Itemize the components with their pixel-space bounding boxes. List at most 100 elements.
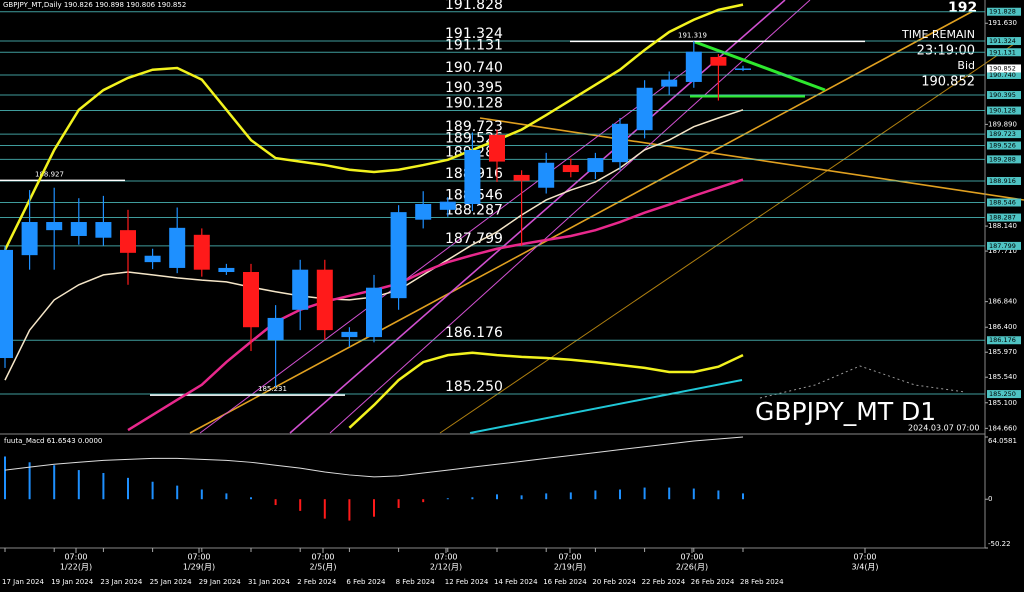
- candle-body: [366, 287, 382, 338]
- y-tick-label: 191.630: [988, 19, 1017, 27]
- x-tick-label: 28 Feb 2024: [740, 578, 784, 586]
- level-box-label: 189.723: [989, 130, 1016, 138]
- level-box-label: 191.828: [989, 8, 1016, 16]
- x-tick-label: 8 Feb 2024: [396, 578, 436, 586]
- y-tick-label: 185.540: [988, 373, 1017, 381]
- level-box: [987, 91, 1021, 100]
- macd-bar: [53, 465, 56, 500]
- channel-line: [329, 0, 811, 434]
- week-date: 2/5(月): [309, 563, 336, 572]
- candle-body: [70, 222, 87, 236]
- macd-bar: [348, 499, 351, 521]
- week-time: 07:00: [680, 553, 703, 562]
- candle-body: [120, 230, 136, 253]
- week-date: 2/19(月): [554, 563, 586, 572]
- level-box: [987, 241, 1021, 250]
- level-box: [987, 106, 1021, 115]
- macd-bar: [471, 497, 474, 500]
- marked-price-label: 191.319: [678, 31, 707, 39]
- trend-line: [439, 39, 1021, 434]
- level-label: 188.287: [445, 203, 503, 219]
- macd-title: fuuta_Macd 61.6543 0.0000: [4, 437, 102, 445]
- bid: 190.852: [921, 75, 975, 90]
- y-tick-label: 188.140: [988, 222, 1017, 230]
- candle-body: [169, 227, 186, 268]
- candle-body: [489, 134, 505, 162]
- x-tick-label: 23 Jan 2024: [100, 578, 143, 586]
- level-box-label: 190.395: [989, 91, 1016, 99]
- x-tick-label: 26 Feb 2024: [691, 578, 735, 586]
- level-box: [987, 176, 1021, 185]
- level-box: [987, 7, 1021, 16]
- time-remain: 23:19:00: [917, 44, 975, 59]
- week-time: 07:00: [187, 553, 210, 562]
- level-box: [987, 48, 1021, 57]
- macd-bar: [323, 499, 326, 519]
- level-box-label: 190.740: [989, 71, 1016, 79]
- level-label: 191.828: [445, 0, 503, 13]
- level-box: [987, 37, 1021, 46]
- indicator-line: [348, 351, 744, 429]
- x-tick-label: 16 Feb 2024: [543, 578, 587, 586]
- level-label: 191.324: [445, 26, 503, 42]
- candle-body: [193, 234, 210, 270]
- macd-bar: [225, 493, 228, 500]
- candle-body: [415, 204, 432, 220]
- candle-body: [562, 165, 579, 173]
- x-tick-label: 19 Jan 2024: [51, 578, 94, 586]
- trend-line: [189, 9, 976, 434]
- macd-tick-label: 64.0581: [988, 437, 1017, 445]
- y-tick-label: 189.890: [988, 120, 1017, 128]
- macd-bar: [176, 485, 179, 500]
- bid-label: Bid: [957, 59, 975, 72]
- macd-bar: [619, 489, 621, 500]
- macd-bar: [422, 499, 425, 503]
- level-box-label: 189.288: [989, 155, 1016, 163]
- macd-signal: [4, 436, 744, 478]
- macd-bar: [643, 487, 646, 500]
- corner-price: 192: [948, 0, 977, 16]
- week-time: 07:00: [434, 553, 457, 562]
- week-time: 07:00: [558, 553, 581, 562]
- macd-bar: [668, 487, 671, 500]
- macd-bar: [28, 462, 31, 500]
- marked-price-label: 188.927: [35, 170, 64, 178]
- cyan-line: [469, 379, 743, 434]
- candle-body: [341, 331, 358, 338]
- week-date: 2/26(月): [676, 563, 708, 572]
- x-tick-label: 12 Feb 2024: [445, 578, 489, 586]
- macd-bar: [299, 499, 302, 511]
- macd-bar: [151, 481, 154, 500]
- time-remain-label: TIME REMAIN: [901, 28, 975, 41]
- macd-bar: [545, 493, 548, 500]
- macd-bar: [446, 498, 449, 500]
- x-tick-label: 31 Jan 2024: [248, 578, 291, 586]
- level-box-label: 190.128: [989, 107, 1016, 115]
- level-box-label: 191.324: [989, 37, 1016, 45]
- candle-body: [538, 162, 555, 188]
- candle-body: [46, 222, 63, 231]
- level-box: [987, 390, 1021, 399]
- level-box-label: 185.250: [989, 390, 1016, 398]
- x-tick-label: 29 Jan 2024: [199, 578, 242, 586]
- level-box: [987, 130, 1021, 139]
- candle-body: [661, 79, 678, 87]
- level-box: [987, 198, 1021, 207]
- level-box-label: 188.287: [989, 214, 1016, 222]
- candle-body: [612, 123, 628, 163]
- level-box: [987, 213, 1021, 222]
- chart-title: GBPJPY_MT,Daily 190.826 190.898 190.806 …: [3, 1, 186, 9]
- week-date: 3/4(月): [851, 563, 878, 572]
- x-tick-label: 20 Feb 2024: [592, 578, 636, 586]
- macd-tick-label: -50.22: [988, 540, 1011, 548]
- channel-line: [289, 0, 786, 434]
- macd-bar: [4, 456, 6, 500]
- level-label: 187.799: [445, 231, 503, 247]
- level-label: 191.131: [445, 37, 503, 53]
- macd-bar: [127, 477, 129, 500]
- candle-body: [464, 149, 481, 205]
- candle-body: [390, 212, 407, 299]
- macd-bar: [397, 499, 400, 508]
- candle-body: [218, 267, 235, 273]
- bid-box-label: 190.852: [989, 64, 1016, 72]
